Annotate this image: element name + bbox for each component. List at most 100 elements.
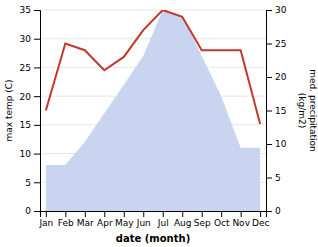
tick-mark xyxy=(241,211,242,217)
tick-mark xyxy=(202,211,203,217)
tick-mark xyxy=(221,211,222,217)
tick: 35 xyxy=(20,5,40,15)
tick-label: Oct xyxy=(214,218,230,228)
tick: 5 xyxy=(266,173,281,183)
tick-label: Nov xyxy=(232,218,250,228)
tick: 10 xyxy=(20,149,40,159)
tick-label: Jan xyxy=(38,218,53,228)
tick-mark xyxy=(266,211,272,212)
tick-mark xyxy=(85,211,86,217)
tick-label: 15 xyxy=(20,120,31,130)
tick-mark xyxy=(65,211,66,217)
tick-mark xyxy=(34,10,40,11)
tick-label: Sep xyxy=(194,218,211,228)
tick-mark xyxy=(124,211,125,217)
tick-label: 5 xyxy=(275,173,281,183)
grid xyxy=(40,10,266,211)
tick-label: May xyxy=(115,218,134,228)
tick-mark xyxy=(266,111,272,112)
x-axis-title: date (month) xyxy=(116,233,190,244)
tick-label: 30 xyxy=(20,34,32,44)
axis-line xyxy=(267,11,273,212)
tick-mark xyxy=(260,211,261,217)
tick-label: Jun xyxy=(136,218,151,228)
tick: 25 xyxy=(266,39,286,49)
tick-mark xyxy=(34,211,40,212)
axis-line xyxy=(34,11,41,212)
tick: Apr xyxy=(97,211,113,228)
tick: Nov xyxy=(232,211,250,228)
tick-label: 15 xyxy=(275,106,286,116)
tick-label: Apr xyxy=(97,218,113,228)
tick: 25 xyxy=(20,63,40,73)
tick-label: 25 xyxy=(20,63,31,73)
chart-svg: Jan FebMarAprMayJun Jul AugSepOctNovDec 0 5 10… xyxy=(0,0,318,247)
tick-label: 10 xyxy=(20,149,32,159)
tick-mark xyxy=(182,211,183,217)
tick-mark xyxy=(34,96,40,97)
tick-mark xyxy=(104,211,105,217)
tick: 20 xyxy=(20,92,40,102)
tick: 10 xyxy=(266,139,287,149)
y2-axis-title: med. precipitation(kg/m2) xyxy=(297,69,318,151)
tick: 30 xyxy=(20,34,40,44)
tick-label: Mar xyxy=(77,218,94,228)
tick-mark xyxy=(266,144,272,145)
tick-label: 10 xyxy=(275,139,287,149)
y2-axis-title-line: (kg/m2) xyxy=(297,93,307,128)
tick-mark xyxy=(266,77,272,78)
y-axis: 0 5 10 15 20 25 30 35 xyxy=(20,5,41,216)
tick-label: Feb xyxy=(58,218,74,228)
tick-label: Aug xyxy=(174,218,192,228)
tick: Feb xyxy=(58,211,74,228)
tick: Jul xyxy=(157,211,169,228)
tick: Jun xyxy=(136,211,151,228)
tick: 30 xyxy=(266,5,287,15)
tick: Oct xyxy=(214,211,230,228)
tick-label: 35 xyxy=(20,5,31,15)
tick-label: 0 xyxy=(275,206,281,216)
tick-mark xyxy=(34,67,40,68)
tick: 0 xyxy=(25,206,40,216)
tick: 20 xyxy=(266,72,287,82)
y-axis-title: max temp (C) xyxy=(4,79,14,141)
tick-label: Jul xyxy=(157,218,169,228)
tick-mark xyxy=(143,211,144,217)
area xyxy=(46,10,260,211)
tick-mark xyxy=(34,182,40,183)
tick-mark xyxy=(266,10,272,11)
tick-mark xyxy=(266,44,272,45)
tick: Mar xyxy=(77,211,94,228)
tick-mark xyxy=(34,154,40,155)
tick-label: 25 xyxy=(275,39,286,49)
tick: 15 xyxy=(266,106,286,116)
x-axis: Jan FebMarAprMayJun Jul AugSepOctNovDec xyxy=(38,211,269,228)
grid-line xyxy=(40,10,266,11)
axis-line xyxy=(41,212,267,218)
tick: 15 xyxy=(20,120,40,130)
line xyxy=(46,10,260,124)
tick-mark xyxy=(266,178,272,179)
tick-label: 30 xyxy=(275,5,287,15)
tick-label: Dec xyxy=(252,218,269,228)
tick-label: 0 xyxy=(25,206,31,216)
y2-axis-title-line: med. precipitation xyxy=(308,69,318,151)
plot-area xyxy=(46,10,260,211)
tick-label: 5 xyxy=(25,178,31,188)
y2-axis: 0 5 10 15 20 25 30 xyxy=(266,5,287,216)
tick: May xyxy=(115,211,134,228)
tick: Dec xyxy=(252,211,269,228)
tick: 0 xyxy=(266,206,281,216)
tick: Jan xyxy=(38,211,53,228)
tick: 5 xyxy=(25,178,40,188)
tick-mark xyxy=(34,125,40,126)
tick: Sep xyxy=(194,211,211,228)
tick-mark xyxy=(34,39,40,40)
plot-root: Jan FebMarAprMayJun Jul AugSepOctNovDec 0 5 10… xyxy=(4,5,318,244)
chart-container: Jan FebMarAprMayJun Jul AugSepOctNovDec 0 5 10… xyxy=(0,0,318,247)
tick: Aug xyxy=(174,211,192,228)
tick-label: 20 xyxy=(20,92,32,102)
tick-mark xyxy=(46,211,47,217)
tick-mark xyxy=(163,211,164,217)
tick-label: 20 xyxy=(275,72,287,82)
